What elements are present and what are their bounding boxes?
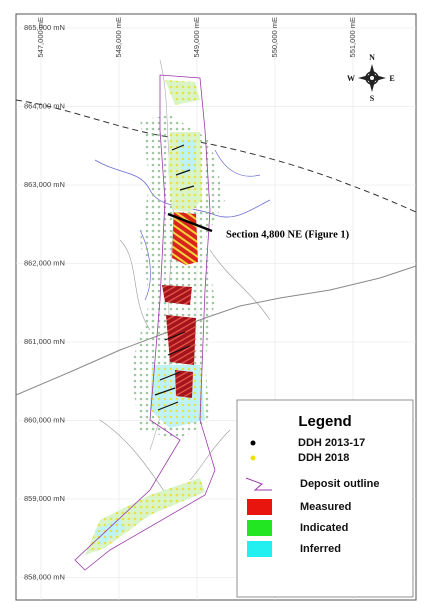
legend-symbol (250, 440, 256, 446)
legend-box (236, 399, 414, 598)
compass-label: W (347, 74, 355, 83)
northing-label: 863,000 mN (24, 180, 65, 189)
legend-label: Deposit outline (300, 478, 379, 490)
legend-symbol (250, 455, 256, 461)
northing-label: 864,000 mN (24, 101, 65, 110)
easting-label: 549,000 mE (192, 17, 201, 57)
legend-symbol (247, 499, 272, 515)
deposit (74, 74, 225, 571)
legend-label: Indicated (300, 522, 348, 534)
legend-title: Legend (298, 413, 351, 430)
legend-symbol (245, 477, 272, 491)
compass-label: S (370, 94, 375, 103)
legend-symbol (247, 541, 272, 557)
northing-label: 862,000 mN (24, 258, 65, 267)
legend-symbol (247, 520, 272, 536)
easting-label: 547,000 mE (36, 17, 45, 57)
section-line (167, 212, 213, 233)
legend-label: DDH 2018 (298, 452, 349, 464)
compass (358, 64, 386, 92)
northing-label: 861,000 mN (24, 337, 65, 346)
legend-label: Inferred (300, 543, 341, 555)
legend-label: DDH 2013-17 (298, 437, 365, 449)
easting-label: 551,000 mE (348, 17, 357, 57)
easting-label: 550,000 mE (270, 17, 279, 57)
northing-label: 859,000 mN (24, 494, 65, 503)
northing-label: 865,000 mN (24, 23, 65, 32)
easting-label: 548,000 mE (114, 17, 123, 57)
compass-label: E (389, 74, 394, 83)
section-annotation: Section 4,800 NE (Figure 1) (226, 229, 350, 240)
legend-label: Measured (300, 501, 351, 513)
northing-label: 858,000 mN (24, 572, 65, 581)
northing-label: 860,000 mN (24, 415, 65, 424)
compass-label: N (369, 53, 375, 62)
